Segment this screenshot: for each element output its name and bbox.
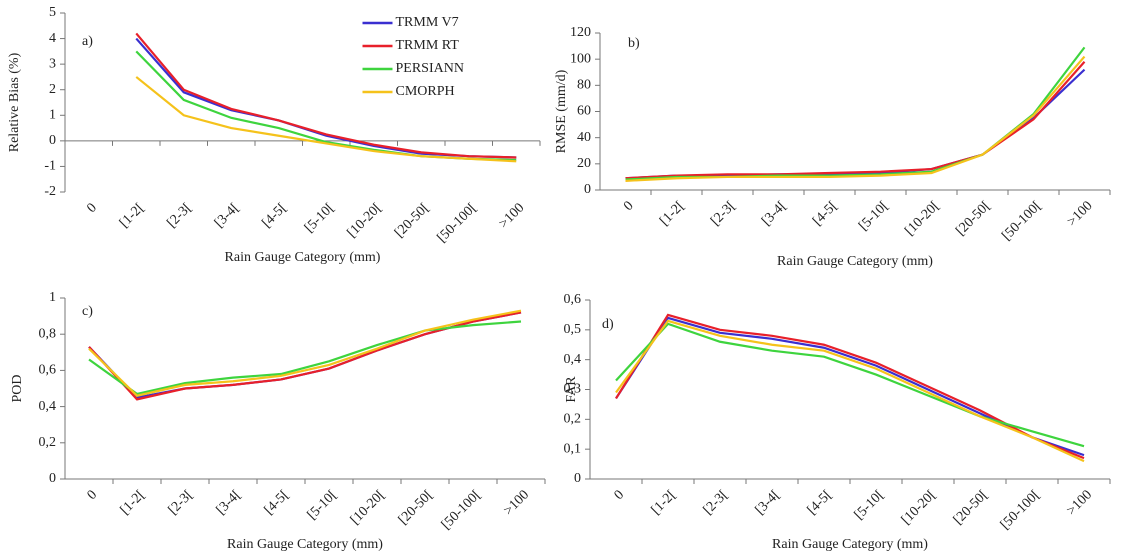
x-tick-label: [4-5[ (810, 198, 841, 229)
x-tick-label: [4-5[ (259, 200, 290, 231)
y-tick-label: 1 (49, 290, 56, 305)
x-tick-label: [50-100[ (435, 200, 480, 245)
legend-label: TRMM V7 (396, 15, 459, 30)
x-tick-label: [10-20[ (902, 198, 943, 239)
y-tick-label: 2 (49, 82, 56, 97)
panel-label: c) (82, 304, 93, 319)
x-tick-label: >100 (1064, 487, 1095, 518)
y-tick-label: 80 (577, 78, 591, 93)
series-line (88, 309, 522, 397)
y-tick-label: 40 (577, 130, 591, 145)
legend-label: TRMM RT (396, 38, 460, 53)
y-tick-label: 0,4 (39, 399, 57, 414)
y-tick-label: 4 (49, 31, 56, 46)
y-tick-label: 0 (49, 471, 56, 486)
panel-label: b) (628, 36, 640, 51)
series-line (615, 322, 1085, 448)
y-tick-label: 1 (49, 108, 56, 123)
series-line (135, 32, 517, 159)
y-tick-label: 0,5 (564, 322, 582, 337)
x-tick-label: [3-4[ (759, 198, 790, 229)
series-line (135, 37, 517, 159)
y-tick-label: 0,3 (564, 382, 582, 397)
x-tick-label: [5-10[ (302, 200, 338, 236)
y-tick-label: 3 (49, 56, 56, 71)
series-line (625, 55, 1086, 182)
x-tick-label: [20-50[ (396, 487, 437, 528)
x-tick-label: [20-50[ (953, 198, 994, 239)
y-tick-label: 5 (49, 5, 56, 20)
x-tick-label: 0 (621, 198, 637, 214)
x-tick-label: [1-2[ (649, 487, 680, 518)
y-tick-label: 0 (574, 471, 581, 486)
x-tick-label: [10-20[ (899, 487, 940, 528)
series-line (615, 313, 1085, 460)
x-axis-title: Rain Gauge Category (mm) (772, 537, 928, 552)
y-tick-label: -2 (44, 184, 56, 199)
x-tick-label: 0 (85, 487, 101, 503)
y-axis-title: POD (10, 374, 25, 402)
x-tick-label: [2-3[ (701, 487, 732, 518)
y-tick-label: 0,8 (39, 326, 57, 341)
x-tick-label: [20-50[ (951, 487, 992, 528)
x-tick-label: [5-10[ (856, 198, 892, 234)
x-tick-label: [3-4[ (214, 487, 245, 518)
series-line (615, 319, 1085, 463)
x-tick-label: >100 (501, 487, 532, 518)
series-line (625, 61, 1086, 180)
y-tick-label: 20 (577, 156, 591, 171)
legend-label: PERSIANN (396, 61, 464, 76)
y-tick-label: 0,4 (564, 352, 582, 367)
x-tick-label: [5-10[ (305, 487, 341, 523)
x-tick-label: [2-3[ (166, 487, 197, 518)
x-tick-label: [50-100[ (998, 487, 1043, 532)
series-line (615, 316, 1085, 457)
x-tick-label: 0 (84, 200, 100, 216)
series-line (625, 46, 1086, 181)
x-tick-label: 0 (612, 487, 628, 503)
series-line (88, 311, 522, 401)
x-tick-label: [2-3[ (708, 198, 739, 229)
series-line (88, 320, 522, 396)
x-axis-title: Rain Gauge Category (mm) (225, 250, 381, 265)
y-tick-label: 0,6 (564, 292, 582, 307)
series-line (135, 76, 517, 163)
y-tick-label: 0,2 (564, 412, 582, 427)
x-tick-label: [1-2[ (117, 200, 148, 231)
x-tick-label: [4-5[ (262, 487, 293, 518)
y-tick-label: 0 (584, 182, 591, 197)
y-tick-label: 120 (570, 25, 591, 40)
x-tick-label: [1-2[ (118, 487, 149, 518)
x-tick-label: [4-5[ (805, 487, 836, 518)
y-tick-label: 100 (570, 51, 591, 66)
legend-label: CMORPH (396, 84, 455, 99)
y-tick-label: -1 (44, 159, 56, 174)
x-axis-title: Rain Gauge Category (mm) (227, 537, 383, 552)
x-tick-label: [3-4[ (753, 487, 784, 518)
x-tick-label: [50-100[ (439, 487, 484, 532)
y-tick-label: 0,2 (39, 435, 57, 450)
x-axis-title: Rain Gauge Category (mm) (777, 254, 933, 269)
panel-label: d) (602, 317, 614, 332)
x-tick-label: [20-50[ (392, 200, 433, 241)
y-axis-title: FAR (564, 376, 579, 403)
x-tick-label: >100 (1065, 198, 1096, 229)
x-tick-label: [5-10[ (852, 487, 888, 523)
y-tick-label: 0 (49, 133, 56, 148)
y-tick-label: 0,1 (564, 441, 582, 456)
y-axis-title: RMSE (mm/d) (554, 69, 569, 153)
y-tick-label: 0,6 (39, 363, 57, 378)
x-tick-label: [10-20[ (348, 487, 389, 528)
y-axis-title: Relative Bias (%) (7, 52, 22, 152)
series-line (625, 68, 1086, 180)
y-tick-label: 60 (577, 104, 591, 119)
x-tick-label: [3-4[ (212, 200, 243, 231)
x-tick-label: [10-20[ (345, 200, 386, 241)
x-tick-label: [2-3[ (164, 200, 195, 231)
panel-label: a) (82, 34, 93, 49)
x-tick-label: [1-2[ (657, 198, 688, 229)
x-tick-label: [50-100[ (999, 198, 1044, 243)
x-tick-label: >100 (496, 200, 527, 231)
